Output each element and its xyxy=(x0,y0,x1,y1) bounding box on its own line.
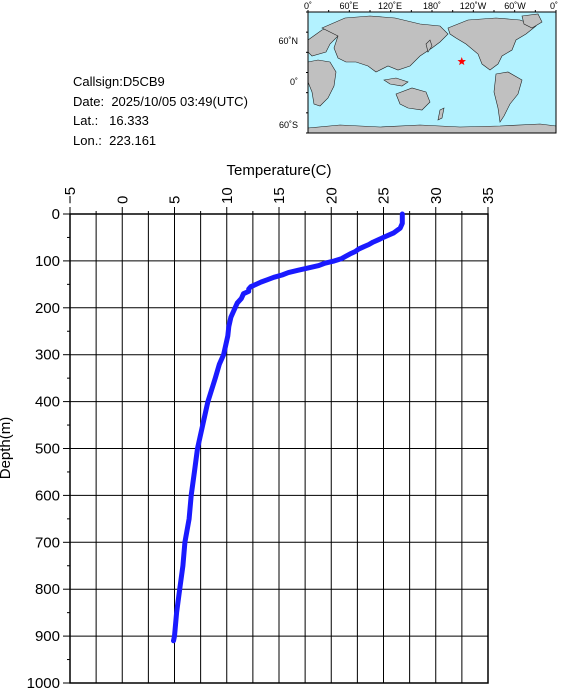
lon-value: 223.161 xyxy=(109,132,157,148)
y-tick-label: 200 xyxy=(35,300,60,317)
lon-label: Lon.: xyxy=(73,132,102,148)
callsign-label: Callsign: xyxy=(73,74,123,89)
location-map: 0˚ 60˚E 120˚E 180˚ 120˚W 60˚W 0˚ 60˚N 0˚… xyxy=(278,1,558,134)
north-america-land xyxy=(447,17,537,71)
lon-label-60w: 60˚W xyxy=(504,1,526,11)
y-tick-label: 0 xyxy=(52,206,60,223)
y-axis-label: Depth(m) xyxy=(0,417,14,480)
y-tick-label: 800 xyxy=(35,581,60,598)
x-tick-label: 35 xyxy=(480,187,497,204)
lon-label-180: 180˚ xyxy=(423,1,441,11)
indonesia-land xyxy=(383,77,409,87)
y-tick-label: 600 xyxy=(35,487,60,504)
x-tick-label: 30 xyxy=(428,187,445,204)
lat-label-0: 0˚ xyxy=(290,77,298,87)
y-tick-label: 500 xyxy=(35,441,60,458)
map-ticks xyxy=(306,10,557,134)
japan-land xyxy=(425,39,433,53)
star-icon xyxy=(457,57,467,66)
y-tick-label: 700 xyxy=(35,534,60,551)
y-tick-label: 300 xyxy=(35,347,60,364)
y-tick-label: 100 xyxy=(35,253,60,270)
x-tick-label: 20 xyxy=(323,187,340,204)
map-latitude-labels: 60˚N 0˚ 60˚S xyxy=(278,36,298,130)
lon-label-120e: 120˚E xyxy=(378,1,402,11)
date-row: Date: 2025/10/05 03:49(UTC) xyxy=(73,92,248,112)
y-tick-label: 900 xyxy=(35,628,60,645)
x-tick-label: 0 xyxy=(114,196,131,204)
lon-row: Lon.: 223.161 xyxy=(73,131,248,151)
lon-label-0-right: 0˚ xyxy=(550,1,558,11)
lat-label: Lat.: xyxy=(73,113,99,128)
map-longitude-labels: 0˚ 60˚E 120˚E 180˚ 120˚W 60˚W 0˚ xyxy=(304,1,558,11)
plot-frame xyxy=(69,213,489,684)
south-america-land xyxy=(493,71,523,123)
x-tick-label: −5 xyxy=(62,187,79,204)
lon-label-60e: 60˚E xyxy=(339,1,358,11)
callsign-row: Callsign:D5CB9 xyxy=(73,72,248,92)
lon-label-120w: 120˚W xyxy=(460,1,487,11)
africa-land xyxy=(307,59,337,107)
temperature-series-line xyxy=(171,211,405,644)
y-tick-label: 1000 xyxy=(27,675,60,690)
lat-value: 16.333 xyxy=(109,113,149,128)
x-tick-label: 25 xyxy=(376,187,393,204)
lon-label-0: 0˚ xyxy=(304,1,312,11)
y-tick-label: 400 xyxy=(35,394,60,411)
x-tick-label: 5 xyxy=(167,196,184,204)
antarctica-land xyxy=(307,123,557,134)
lat-label-60n: 60˚N xyxy=(278,36,298,46)
date-value: 2025/10/05 03:49(UTC) xyxy=(111,93,248,109)
x-tick-labels: −5 0 5 10 15 20 25 30 35 xyxy=(62,187,497,204)
australia-land xyxy=(395,87,431,111)
callsign-value: D5CB9 xyxy=(122,74,165,89)
lat-label-60s: 60˚S xyxy=(279,120,298,130)
map-land xyxy=(307,13,557,134)
x-tick-label: 15 xyxy=(271,187,288,204)
x-axis-label: Temperature(C) xyxy=(226,162,331,179)
x-tick-label: 10 xyxy=(219,187,236,204)
y-tick-labels: 0 100 200 300 400 500 600 700 800 900 1000 xyxy=(27,206,60,690)
new-zealand-land xyxy=(437,107,445,121)
station-info: Callsign:D5CB9 Date: 2025/10/05 03:49(UT… xyxy=(73,72,248,150)
temperature-profile-chart: −5 0 5 10 15 20 25 30 35 01002003004005006007008… xyxy=(0,162,497,690)
asia-land xyxy=(321,15,449,73)
lat-row: Lat.: 16.333 xyxy=(73,111,248,131)
date-label: Date: xyxy=(73,93,105,109)
greenland-land xyxy=(521,13,543,29)
